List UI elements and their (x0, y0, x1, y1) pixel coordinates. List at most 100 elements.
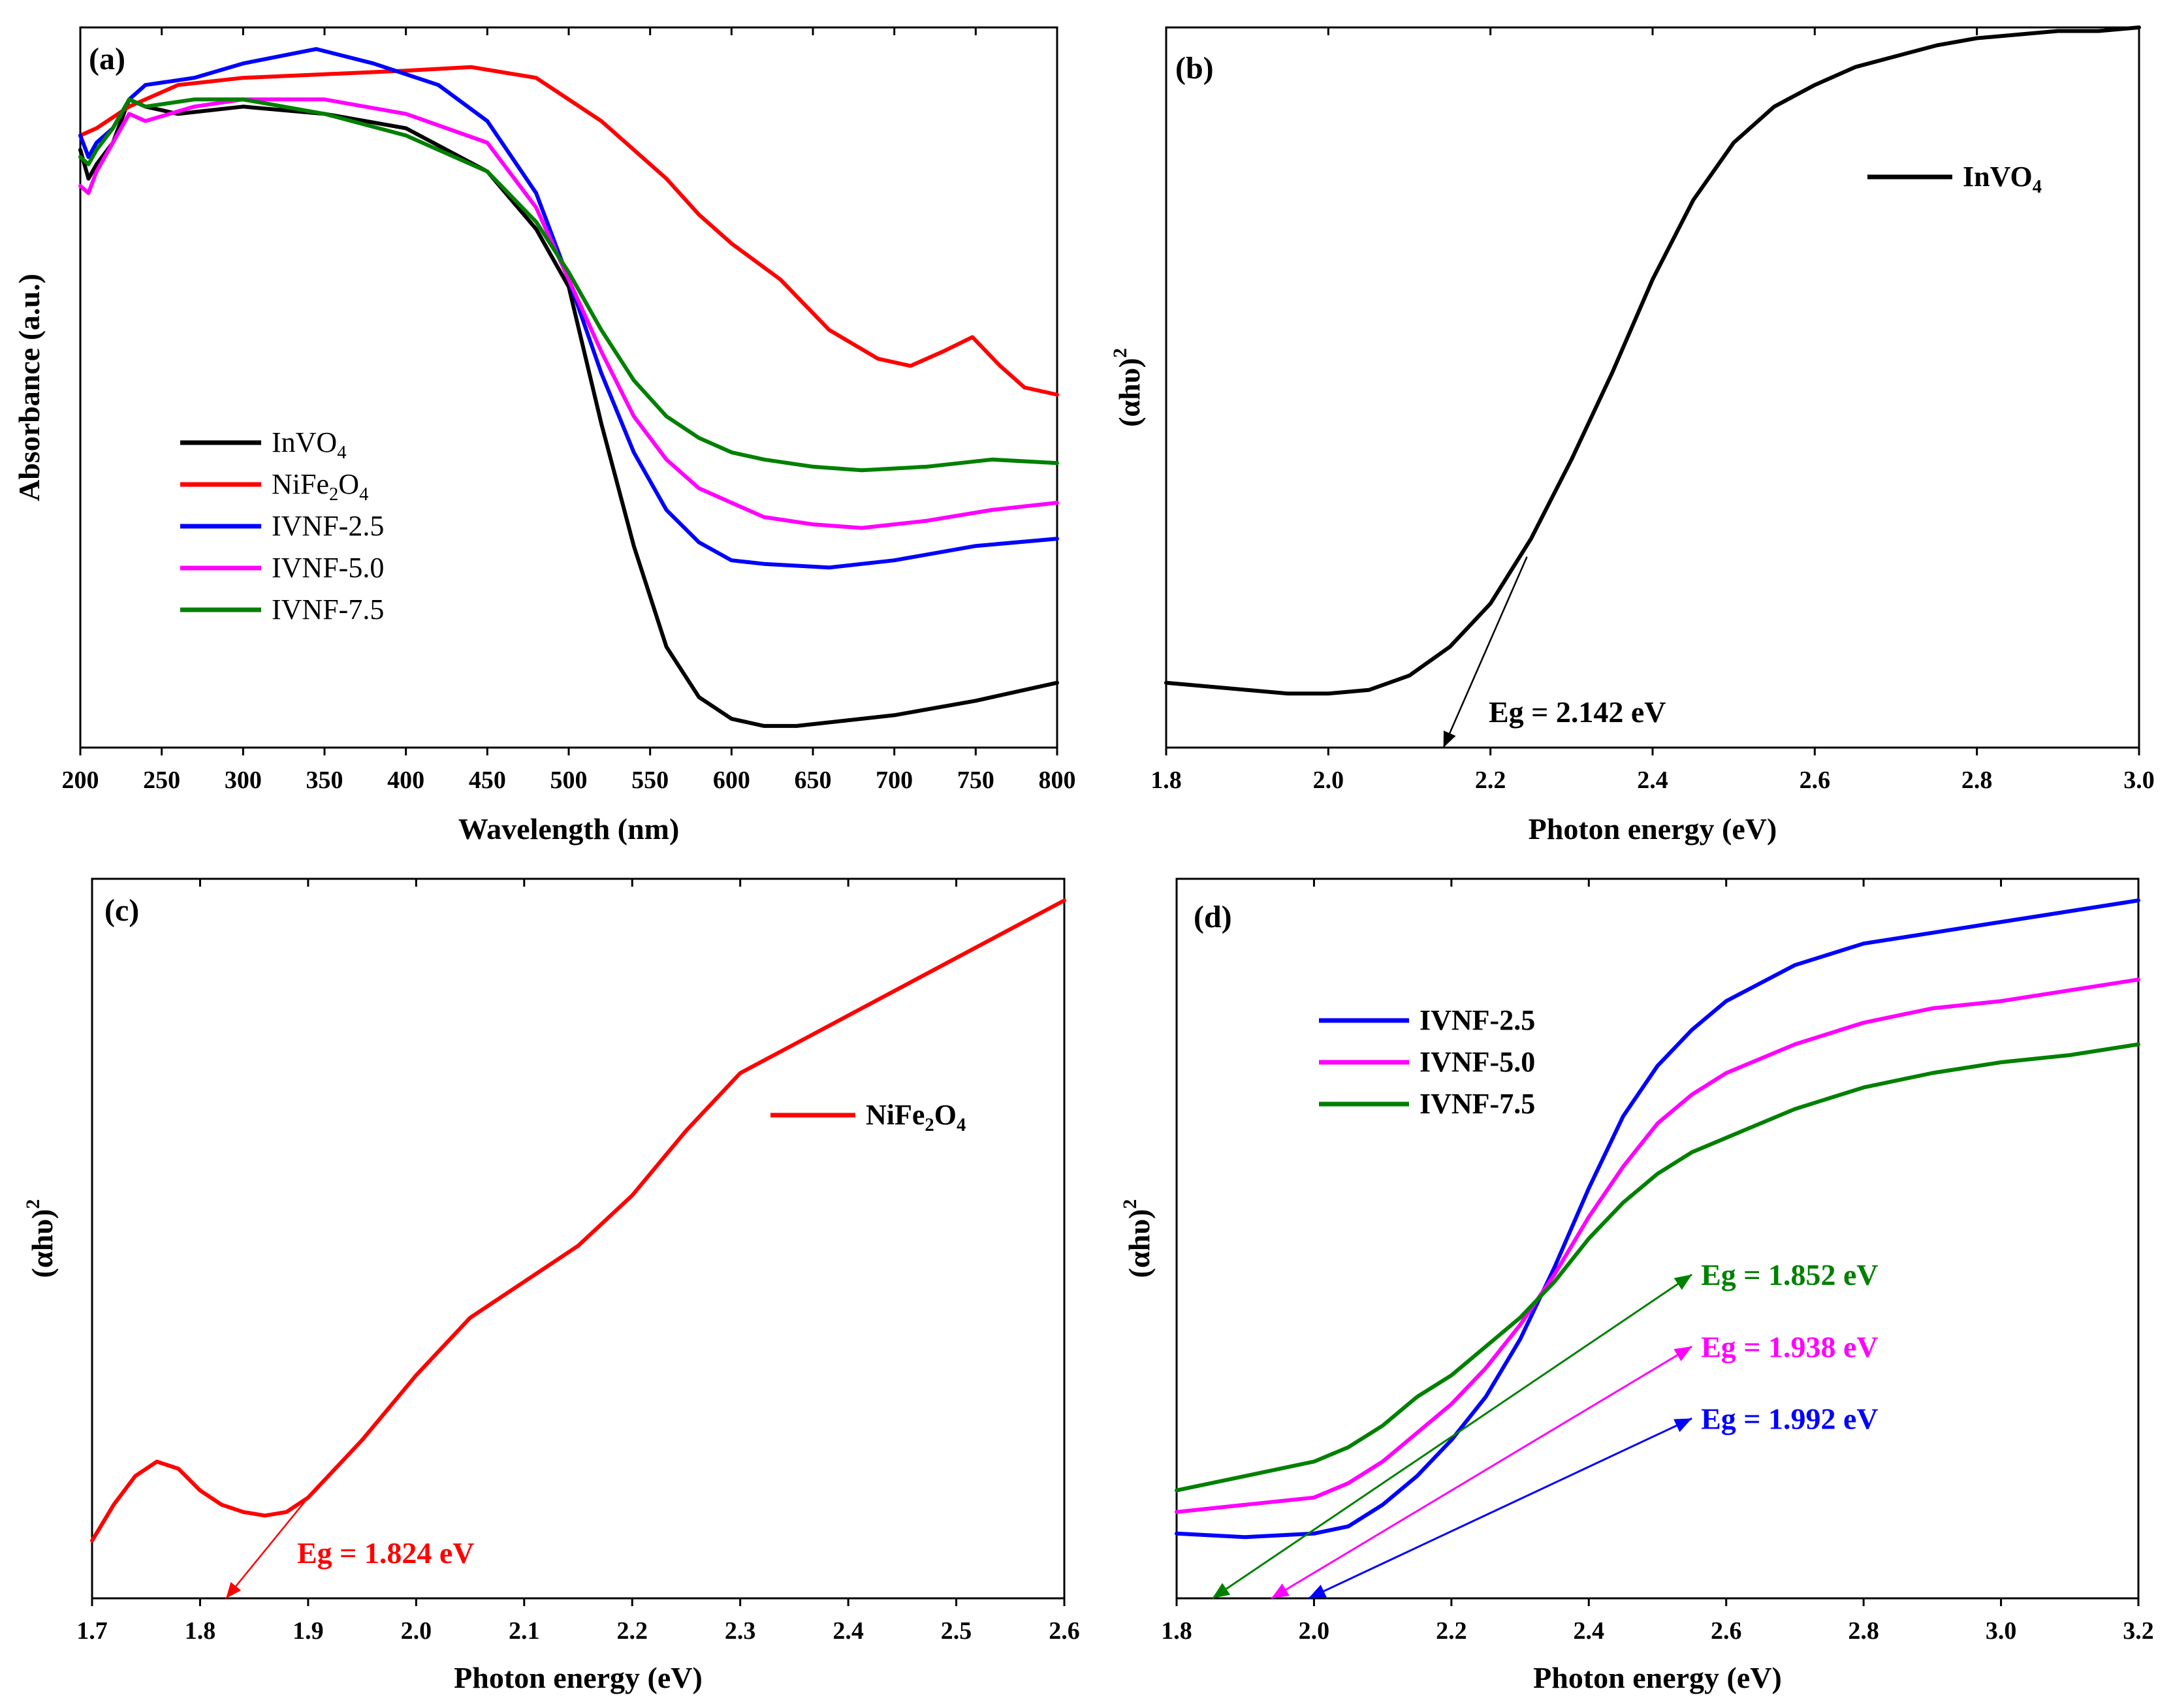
x-tick-label: 600 (713, 767, 750, 794)
plot-frame (1175, 878, 2140, 1600)
legend: IVNF-2.5 IVNF-5.0 IVNF-7.5 (1319, 1004, 1535, 1120)
x-tick-label: 2.4 (833, 1617, 864, 1645)
x-tick-label: 650 (795, 767, 832, 794)
legend-label-text: IVNF-2.5 (272, 510, 384, 542)
legend-label: IVNF-2.5 (1420, 1004, 1535, 1036)
x-tick-label: 3.2 (2123, 1617, 2154, 1645)
legend-label: InVO4 (1963, 161, 2042, 197)
x-tick-label: 2.2 (1475, 767, 1506, 794)
legend: InVO4 (1867, 161, 2042, 197)
arrow-head (1271, 1583, 1290, 1598)
panel-label: (b) (1175, 51, 1214, 86)
x-tick-label: 1.8 (1150, 767, 1182, 794)
legend-label-text: IVNF-5.0 (272, 552, 384, 584)
x-tick-label: 350 (306, 767, 343, 794)
x-tick-label: 400 (387, 767, 424, 794)
eg-arrow-line (1442, 556, 1528, 748)
panel-c: 1.7 1.8 1.9 2.0 2.1 2.2 2.3 2.4 2.5 2.6 Photon ene… (22, 878, 1080, 1694)
y-axis-title-main: (αhυ) (25, 1209, 59, 1278)
eg-label: Eg = 2.142 eV (1489, 695, 1666, 729)
legend-label-text: NiFe (866, 1099, 925, 1131)
x-tick-label: 2.2 (616, 1617, 648, 1645)
legend-label: NiFe2O4 (866, 1099, 966, 1135)
x-tick-label: 2.5 (941, 1617, 972, 1645)
x-tick-label: 2.2 (1436, 1617, 1467, 1645)
legend-label-subscript: 2 (329, 484, 338, 505)
x-tick-label: 750 (957, 767, 994, 794)
arrow-head (1212, 1583, 1231, 1598)
legend-label: IVNF-7.5 (1420, 1088, 1535, 1120)
y-axis-title: Absorbance (a.u.) (12, 274, 46, 501)
x-tick-label: 2.0 (1313, 767, 1344, 794)
x-tick-label: 2.0 (401, 1617, 432, 1645)
series-line-IVNF-2.5 (1175, 898, 2140, 1540)
x-tick-label: 2.4 (1574, 1617, 1605, 1645)
legend-label-subscript: 2 (925, 1115, 934, 1135)
series-line-NiFe2O4 (78, 65, 1059, 397)
series-line-IVNF-5.0 (1175, 977, 2140, 1514)
x-tick-label: 1.8 (1161, 1617, 1192, 1645)
legend-label-text: IVNF-2.5 (1420, 1004, 1535, 1036)
x-tick-label: 3.0 (1986, 1617, 2017, 1645)
y-axis-title-sup: 2 (22, 1199, 44, 1209)
legend-label-text: IVNF-7.5 (1420, 1088, 1535, 1120)
y-axis-title: (αhυ)2 (1109, 348, 1146, 427)
series-line-InVO4 (78, 97, 1059, 728)
x-tick-label: 2.6 (1049, 1617, 1080, 1645)
annotations: Eg = 1.852 eV Eg = 1.938 eV Eg = 1.992 eV (1211, 1258, 1879, 1600)
x-tick-label: 2.6 (1800, 767, 1831, 794)
x-tick-label: 300 (225, 767, 262, 794)
legend-label-text: O (934, 1099, 957, 1131)
arrow-head (1309, 1585, 1327, 1598)
legend-label: IVNF-5.0 (272, 552, 384, 584)
panel-d: 1.8 2.0 2.2 2.4 2.6 2.8 3.0 3.2 Photon energy (e… (1119, 878, 2154, 1694)
x-axis-title: Photon energy (eV) (1533, 1661, 1782, 1694)
x-tick-label: 250 (143, 767, 180, 794)
plot-frame (91, 878, 1066, 1600)
series-line-IVNF-7.5 (78, 97, 1059, 473)
x-axis-title: Photon energy (eV) (1529, 812, 1777, 846)
arrow-head (1673, 1346, 1692, 1361)
legend-label-text: InVO (1963, 161, 2033, 193)
x-tick-label: 2.0 (1299, 1617, 1330, 1645)
legend-label: InVO4 (272, 426, 347, 463)
series-line-IVNF-5.0 (78, 97, 1059, 530)
y-axis-title-main: (αhυ) (1122, 1209, 1156, 1278)
y-axis-title: (αhυ)2 (1119, 1199, 1156, 1278)
legend-label-text: InVO (272, 426, 337, 458)
panel-label: (c) (104, 893, 139, 928)
x-axis-title: Wavelength (nm) (458, 812, 680, 846)
panel-label: (d) (1194, 900, 1232, 934)
legend-label-text: IVNF-7.5 (272, 593, 384, 625)
plot-frame (1165, 26, 2140, 749)
x-tick-label: 500 (550, 767, 588, 794)
legend-label-subscript: 4 (337, 443, 346, 463)
plot-frame (79, 26, 1058, 749)
x-tick-label: 1.9 (293, 1617, 324, 1645)
series-line-NiFe2O4 (90, 898, 1066, 1543)
eg-arrow-line (1211, 1273, 1692, 1600)
legend-label: NiFe2O4 (272, 468, 368, 505)
y-axis-title-sup: 2 (1119, 1199, 1141, 1209)
legend-label: IVNF-5.0 (1420, 1046, 1535, 1078)
legend-label-subscript: 4 (2033, 177, 2042, 197)
panel-label: (a) (89, 42, 125, 76)
arrow-head (1673, 1418, 1692, 1432)
legend-label-subscript: 4 (359, 484, 368, 505)
arrow-head (1673, 1274, 1692, 1290)
series-line-InVO4 (1164, 25, 2141, 696)
x-tick-label: 1.8 (185, 1617, 216, 1645)
x-tick-label: 2.1 (509, 1617, 540, 1645)
x-tick-label: 700 (876, 767, 913, 794)
x-tick-label: 1.7 (76, 1617, 108, 1645)
x-tick-label: 3.0 (2123, 767, 2155, 794)
eg-label: Eg = 1.992 eV (1701, 1402, 1879, 1436)
x-tick-label: 2.6 (1711, 1617, 1742, 1645)
eg-arrow-line (225, 1496, 309, 1599)
y-axis-title: (αhυ)2 (22, 1199, 59, 1278)
eg-arrow-line (1271, 1346, 1692, 1600)
x-tick-label: 2.3 (725, 1617, 756, 1645)
